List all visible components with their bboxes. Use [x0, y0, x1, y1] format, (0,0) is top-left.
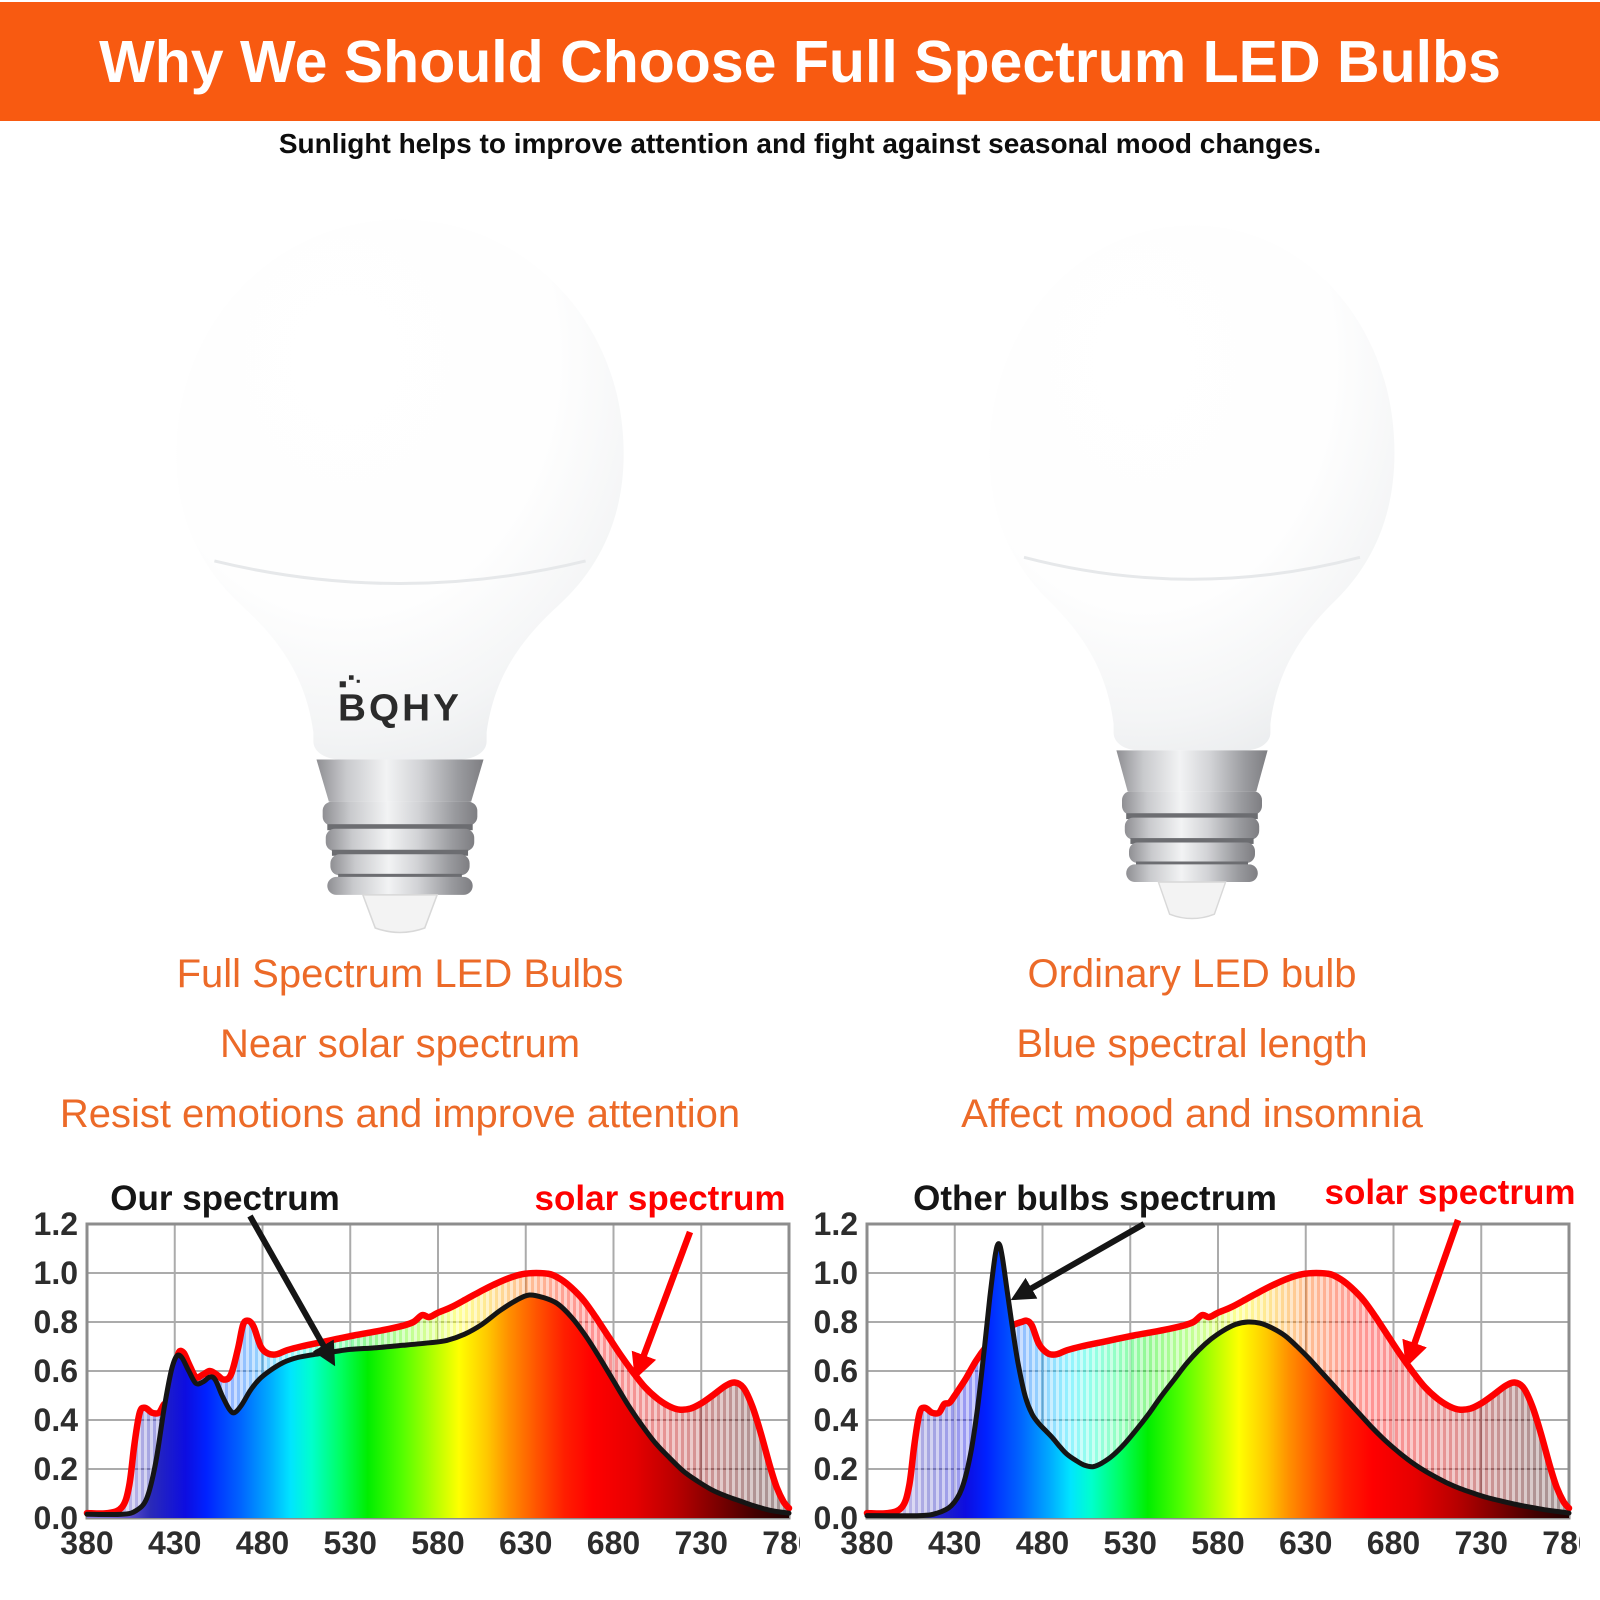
brand-logo-text: BQHY: [338, 687, 462, 729]
x-tick-label: 680: [587, 1525, 640, 1561]
y-tick-label: 1.0: [34, 1255, 78, 1291]
x-tick-label: 530: [324, 1525, 377, 1561]
x-tick-label: 630: [499, 1525, 552, 1561]
x-tick-label: 530: [1104, 1525, 1157, 1561]
caption-ordinary-line-1: Ordinary LED bulb: [1027, 952, 1357, 996]
subtitle: Sunlight helps to improve attention and …: [278, 128, 1322, 159]
bulb-illustration: BQHY: [176, 219, 624, 934]
annotation-arrow: [631, 1230, 694, 1380]
bulb-tip: [1157, 881, 1227, 920]
bulb-spectrum-line: [84, 1292, 792, 1518]
bulb-image-ordinary: [982, 218, 1402, 920]
x-tick-label: 480: [236, 1525, 289, 1561]
header-banner: Why We Should Choose Full Spectrum LED B…: [0, 2, 1600, 121]
caption-full-spectrum-line-1: Full Spectrum LED Bulbs: [176, 952, 624, 996]
y-tick-label: 1.2: [34, 1206, 78, 1242]
y-tick-label: 0.0: [34, 1500, 78, 1536]
bulb-highlight: [1032, 291, 1262, 485]
bulb-illustration: [989, 225, 1395, 920]
annotation-arrow: [1402, 1218, 1462, 1368]
x-tick-label: 780: [1542, 1525, 1580, 1561]
caption-full-spectrum-line-2: Near solar spectrum: [219, 1022, 581, 1066]
bulb-screw-base: [1116, 750, 1268, 882]
series-annotation: Other bulbs spectrum: [913, 1179, 1277, 1218]
x-tick-label: 430: [148, 1525, 201, 1561]
bulb-seam: [214, 559, 586, 586]
caption-full-spectrum-line-3: Resist emotions and improve attention: [59, 1092, 741, 1136]
series-annotation: solar spectrum: [1325, 1173, 1576, 1212]
chart-ordinary: 1.2 1.0 0.8 0.6 0.4 0.2 0.0 380 430 480 530 580 630 6…: [810, 1170, 1580, 1570]
annotation-arrow: [247, 1214, 336, 1367]
x-tick-label: 630: [1279, 1525, 1332, 1561]
x-tick-label: 680: [1367, 1525, 1420, 1561]
x-tick-label: 580: [411, 1525, 464, 1561]
x-tick-label: 480: [1016, 1525, 1069, 1561]
chart-full-spectrum: 1.2 1.0 0.8 0.6 0.4 0.2 0.0 380 430 480 530 580 630 6…: [30, 1170, 800, 1570]
x-tick-label: 380: [60, 1525, 113, 1561]
x-tick-label: 430: [928, 1525, 981, 1561]
bulb-spectrum-line: [864, 1241, 1572, 1519]
y-tick-label: 0.8: [34, 1304, 78, 1340]
x-tick-label: 580: [1191, 1525, 1244, 1561]
x-tick-label: 380: [840, 1525, 893, 1561]
solar-spectrum-line: [863, 1269, 1573, 1517]
y-tick-label: 0.8: [814, 1304, 858, 1340]
y-tick-label: 0.4: [814, 1402, 859, 1438]
page-title: Why We Should Choose Full Spectrum LED B…: [99, 28, 1501, 95]
y-tick-label: 0.6: [814, 1353, 858, 1389]
brand-logo: BQHY: [338, 675, 462, 729]
series-annotation: solar spectrum: [535, 1179, 786, 1218]
bulb-highlight: [223, 287, 478, 486]
caption-ordinary-line-2: Blue spectral length: [1016, 1022, 1368, 1066]
x-tick-label: 730: [675, 1525, 728, 1561]
bulb-screw-base: [316, 759, 484, 895]
annotation-arrow: [1010, 1221, 1146, 1301]
y-tick-label: 0.2: [34, 1451, 78, 1487]
series-annotation: Our spectrum: [110, 1179, 340, 1218]
y-tick-label: 0.4: [34, 1402, 79, 1438]
x-tick-label: 730: [1455, 1525, 1508, 1561]
y-tick-label: 1.0: [814, 1255, 858, 1291]
bulb-image-full-spectrum: BQHY: [168, 212, 632, 934]
y-tick-label: 0.0: [814, 1500, 858, 1536]
bulb-tip: [361, 894, 439, 934]
bulb-seam: [1023, 555, 1361, 581]
y-tick-label: 1.2: [814, 1206, 858, 1242]
bulb-spectrum-area: [87, 1294, 789, 1518]
y-tick-label: 0.2: [814, 1451, 858, 1487]
y-tick-label: 0.6: [34, 1353, 78, 1389]
caption-ordinary-line-3: Affect mood and insomnia: [961, 1092, 1423, 1136]
x-tick-label: 780: [762, 1525, 800, 1561]
